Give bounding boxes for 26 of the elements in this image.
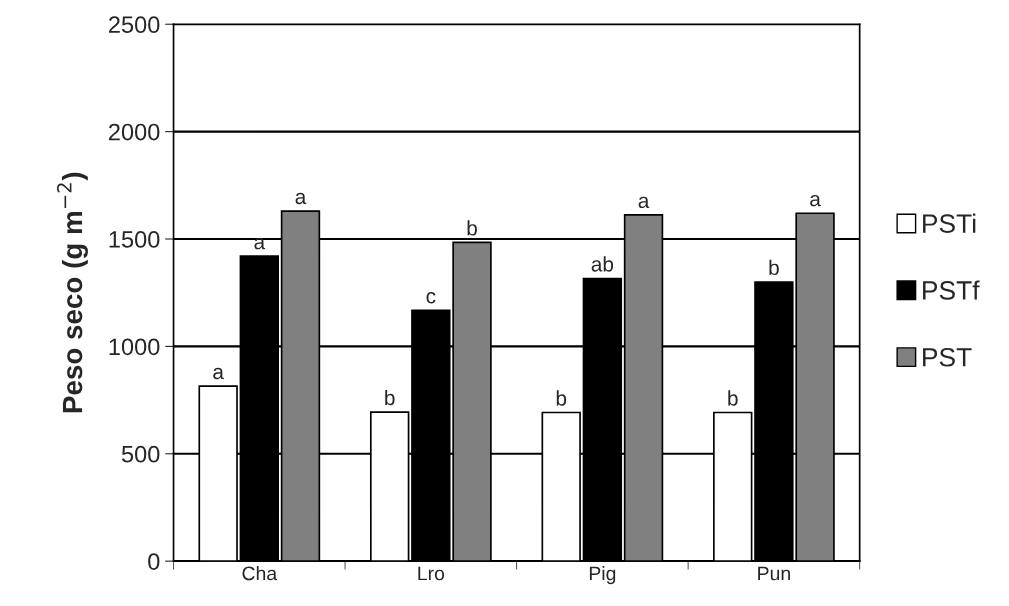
data-label: b — [728, 390, 738, 406]
data-label: b — [385, 389, 395, 406]
legend-label: PSTf — [923, 280, 980, 300]
y-axis-title: Peso seco (g m$^{−2}$) — [57, 172, 88, 413]
data-label: a — [254, 237, 266, 250]
y-tick-label: 2000 — [109, 123, 160, 141]
y-tick-label: 500 — [121, 445, 160, 463]
data-label: a — [638, 196, 650, 209]
data-label: b — [769, 259, 779, 276]
data-label: b — [467, 220, 477, 236]
legend-label: PSTi — [923, 213, 976, 233]
data-label: a — [810, 194, 821, 207]
y-tick-label: 2500 — [109, 16, 160, 34]
x-tick-label: Pig — [589, 566, 616, 585]
data-label: c — [426, 292, 436, 304]
legend-label: PST — [923, 347, 972, 367]
x-tick-label: Pun — [758, 566, 790, 581]
data-label: b — [556, 390, 567, 406]
y-tick-label: 1500 — [109, 231, 160, 248]
data-label: a — [213, 367, 224, 380]
x-tick-label: Cha — [242, 566, 278, 581]
x-tick-label: Lro — [418, 566, 445, 581]
y-tick-label: 1000 — [109, 338, 160, 356]
data-label: a — [295, 192, 307, 205]
data-label: ab — [591, 256, 614, 272]
y-tick-label: 0 — [148, 553, 160, 570]
